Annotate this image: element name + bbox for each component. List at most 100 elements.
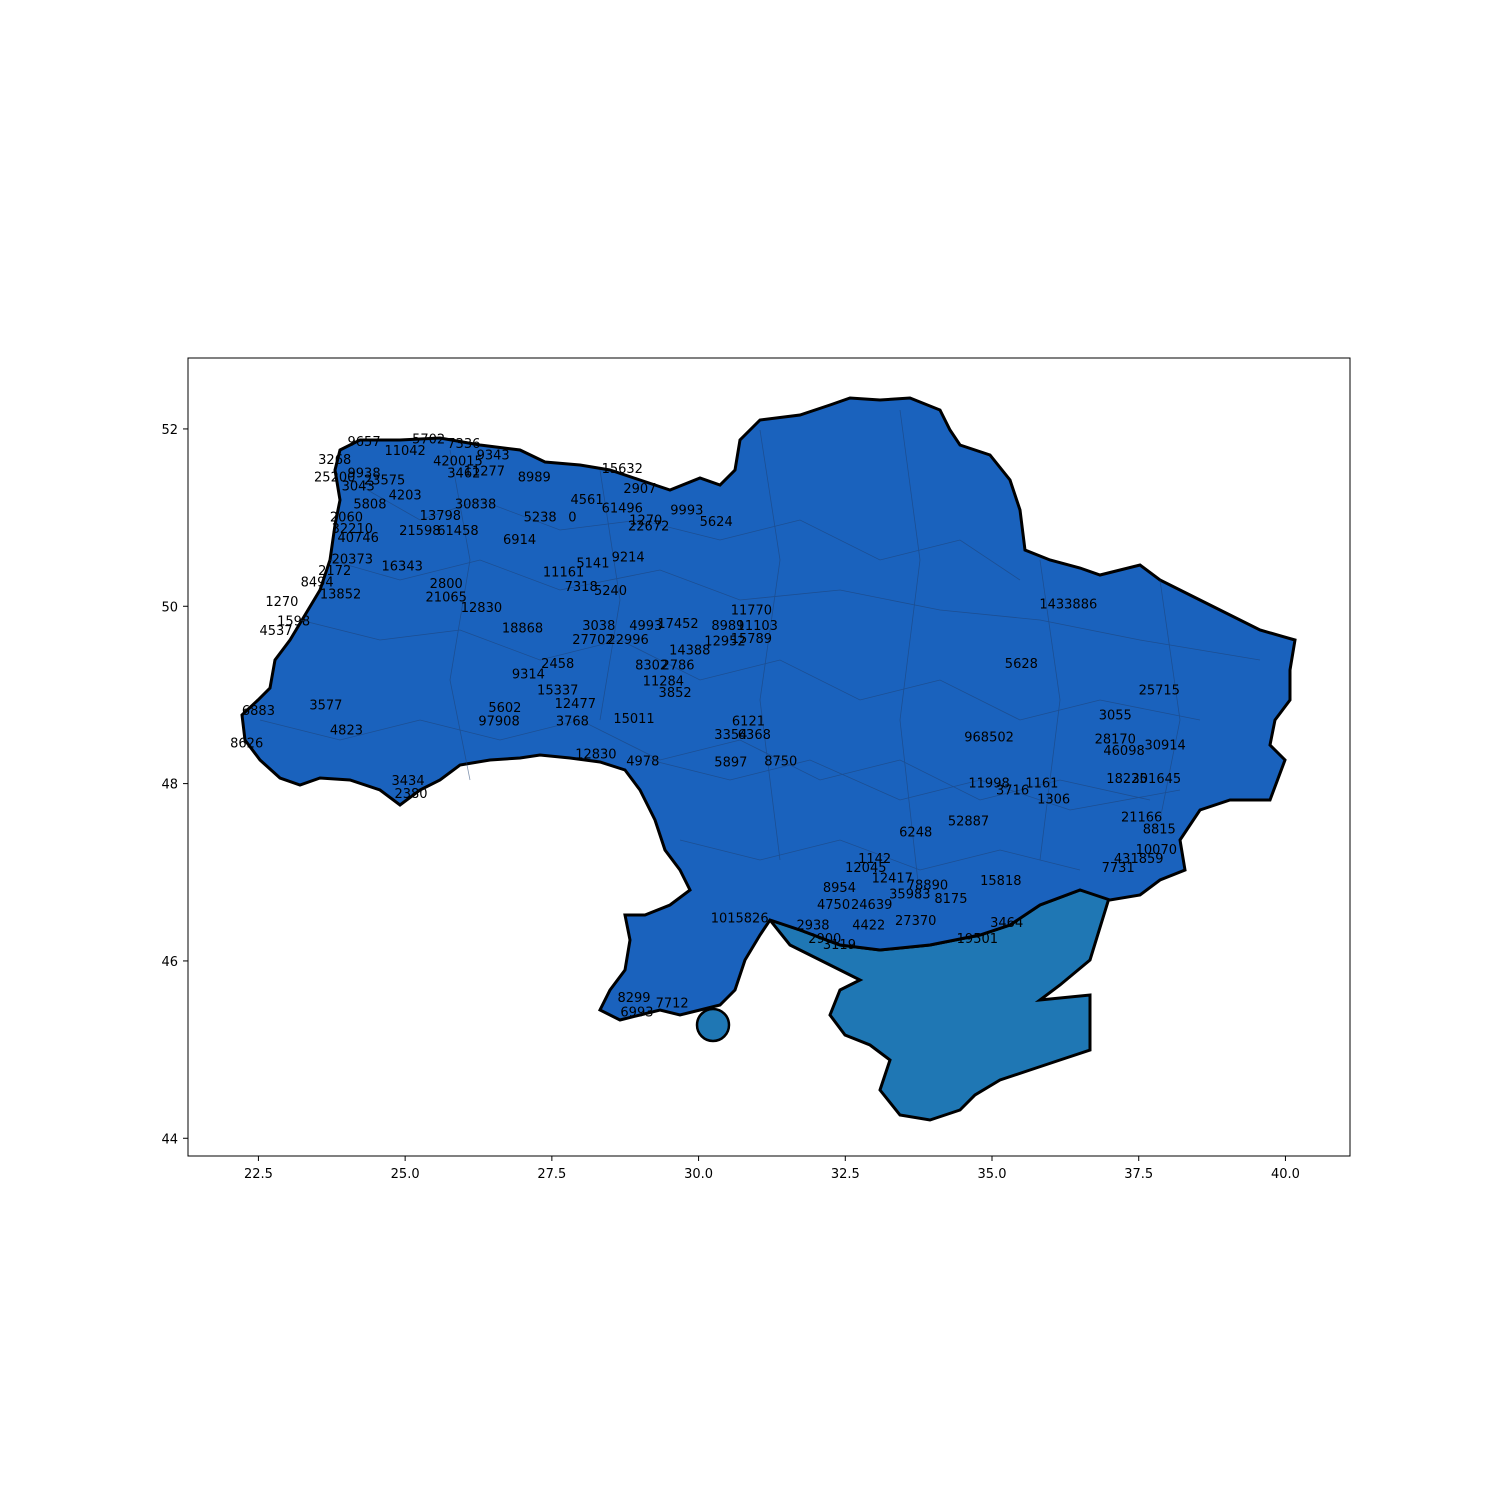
x-tick-label: 40.0 [1271, 1167, 1300, 1182]
y-tick-label: 46 [161, 955, 178, 970]
region-value-label: 2458 [541, 657, 574, 672]
region-value-label: 6914 [503, 533, 536, 548]
region-value-label: 11277 [464, 464, 505, 479]
region-value-label: 22996 [607, 633, 648, 648]
region-value-label: 11161 [543, 566, 584, 581]
region-value-label: 3043 [342, 480, 375, 495]
region-value-label: 3055 [1099, 708, 1132, 723]
y-tick-label: 48 [161, 778, 178, 793]
region-value-label: 1598 [277, 614, 310, 629]
region-value-label: 4422 [852, 918, 885, 933]
region-value-label: 52887 [948, 815, 989, 830]
region-value-label: 3354 [714, 728, 747, 743]
region-value-label: 1270 [265, 595, 298, 610]
region-value-label: 61496 [602, 502, 643, 517]
region-value-label: 17452 [657, 617, 698, 632]
region-value-label: 12417 [872, 871, 913, 886]
region-value-label: 6248 [899, 825, 932, 840]
delta-island [695, 1007, 731, 1043]
region-value-label: 8815 [1143, 823, 1176, 838]
region-value-label: 3577 [309, 699, 342, 714]
region-value-label: 2800 [430, 577, 463, 592]
region-value-label: 420015 [433, 455, 483, 470]
region-value-label: 968502 [964, 730, 1014, 745]
region-value-label: 61458 [437, 524, 478, 539]
region-value-label: 2380 [394, 787, 427, 802]
region-value-label: 78890 [907, 879, 948, 894]
region-value-label: 13798 [420, 509, 461, 524]
y-tick-label: 50 [161, 600, 178, 615]
region-value-label: 30838 [455, 497, 496, 512]
region-value-label: 22672 [628, 519, 669, 534]
region-value-label: 4978 [626, 754, 659, 769]
region-value-label: 3852 [659, 686, 692, 701]
region-value-label: 8494 [301, 575, 334, 590]
region-value-label: 5702 [412, 433, 445, 448]
region-value-label: 11770 [731, 604, 772, 619]
region-value-label: 2907 [623, 482, 656, 497]
region-value-label: 24639 [851, 898, 892, 913]
region-value-label: 12830 [575, 747, 616, 762]
region-value-label: 7318 [565, 580, 598, 595]
y-tick-label: 52 [161, 423, 178, 438]
x-tick-label: 37.5 [1124, 1167, 1153, 1182]
region-value-label: 8750 [764, 754, 797, 769]
region-value-label: 5897 [714, 755, 747, 770]
region-value-label: 32210 [332, 522, 373, 537]
region-value-label: 7336 [447, 437, 480, 452]
region-value-label: 8989 [711, 619, 744, 634]
region-value-label: 3434 [392, 774, 425, 789]
region-value-label: 12477 [555, 697, 596, 712]
region-value-label: 4203 [389, 488, 422, 503]
region-value-label: 9214 [612, 551, 645, 566]
region-value-label: 23575 [364, 473, 405, 488]
plot-frame [187, 357, 1351, 1157]
region-value-label: 3268 [318, 453, 351, 468]
region-value-label: 301645 [1132, 772, 1182, 787]
y-tick-label: 44 [161, 1132, 178, 1147]
region-value-label: 9938 [348, 466, 381, 481]
region-value-label: 9343 [477, 449, 510, 464]
region-value-label: 25715 [1139, 684, 1180, 699]
region-value-label: 1161 [1025, 777, 1058, 792]
region-value-label: 5240 [594, 584, 627, 599]
region-value-label: 5808 [353, 497, 386, 512]
region-value-label: 27702 [572, 633, 613, 648]
region-value-label: 15818 [980, 874, 1021, 889]
region-value-label: 8175 [934, 892, 967, 907]
region-value-label: 8626 [230, 737, 263, 752]
region-value-label: 11042 [384, 444, 425, 459]
region-value-label: 2172 [318, 564, 351, 579]
region-value-label: 4993 [629, 619, 662, 634]
region-value-label: 21166 [1121, 810, 1162, 825]
region-value-label: 1015826 [711, 911, 769, 926]
region-value-label: 46098 [1103, 744, 1144, 759]
region-value-label: 11284 [643, 675, 684, 690]
region-value-label: 20373 [332, 552, 373, 567]
region-value-label: 6368 [738, 728, 771, 743]
region-value-label: 9314 [512, 668, 545, 683]
region-value-label: 1306 [1037, 793, 1070, 808]
x-tick-label: 22.5 [244, 1167, 273, 1182]
region-value-label: 3462 [447, 466, 480, 481]
region-value-label: 1142 [858, 852, 891, 867]
region-value-label: 15632 [602, 462, 643, 477]
region-value-label: 2900 [808, 932, 841, 947]
region-value-label: 30914 [1144, 738, 1185, 753]
region-value-label: 40746 [338, 531, 379, 546]
region-value-label: 16343 [382, 559, 423, 574]
region-value-label: 7712 [656, 996, 689, 1011]
region-value-label: 2060 [330, 511, 363, 526]
region-value-label: 1270 [629, 513, 662, 528]
region-value-label: 4750 [817, 898, 850, 913]
region-value-label: 4561 [571, 493, 604, 508]
region-value-label: 13852 [320, 588, 361, 603]
region-value-label: 3768 [556, 715, 589, 730]
x-tick-label: 35.0 [978, 1167, 1007, 1182]
region-value-label: 7731 [1102, 861, 1135, 876]
region-value-label: 11998 [968, 777, 1009, 792]
region-value-label: 25200 [314, 471, 355, 486]
region-value-label: 15337 [537, 684, 578, 699]
